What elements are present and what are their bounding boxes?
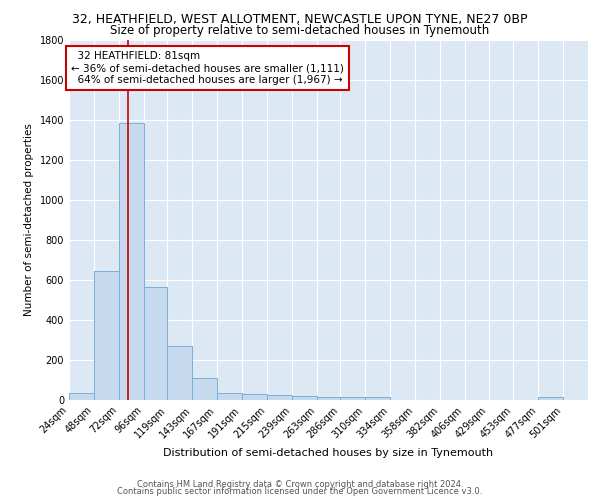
Bar [69,393,94,400]
X-axis label: Distribution of semi-detached houses by size in Tynemouth: Distribution of semi-detached houses by … [163,448,494,458]
Bar [167,346,192,400]
Bar [217,393,242,400]
Bar [143,287,167,400]
Y-axis label: Number of semi-detached properties: Number of semi-detached properties [24,124,34,316]
Bar [538,397,563,400]
Text: 32 HEATHFIELD: 81sqm
← 36% of semi-detached houses are smaller (1,111)
  64% of : 32 HEATHFIELD: 81sqm ← 36% of semi-detac… [71,52,344,84]
Bar [119,123,143,400]
Bar [317,397,340,400]
Bar [94,271,119,400]
Bar [192,378,217,400]
Bar [292,396,317,400]
Bar [340,397,365,400]
Bar [267,395,292,400]
Text: Contains public sector information licensed under the Open Government Licence v3: Contains public sector information licen… [118,487,482,496]
Bar [242,394,267,400]
Text: Size of property relative to semi-detached houses in Tynemouth: Size of property relative to semi-detach… [110,24,490,37]
Text: 32, HEATHFIELD, WEST ALLOTMENT, NEWCASTLE UPON TYNE, NE27 0BP: 32, HEATHFIELD, WEST ALLOTMENT, NEWCASTL… [72,12,528,26]
Bar [365,397,390,400]
Text: Contains HM Land Registry data © Crown copyright and database right 2024.: Contains HM Land Registry data © Crown c… [137,480,463,489]
